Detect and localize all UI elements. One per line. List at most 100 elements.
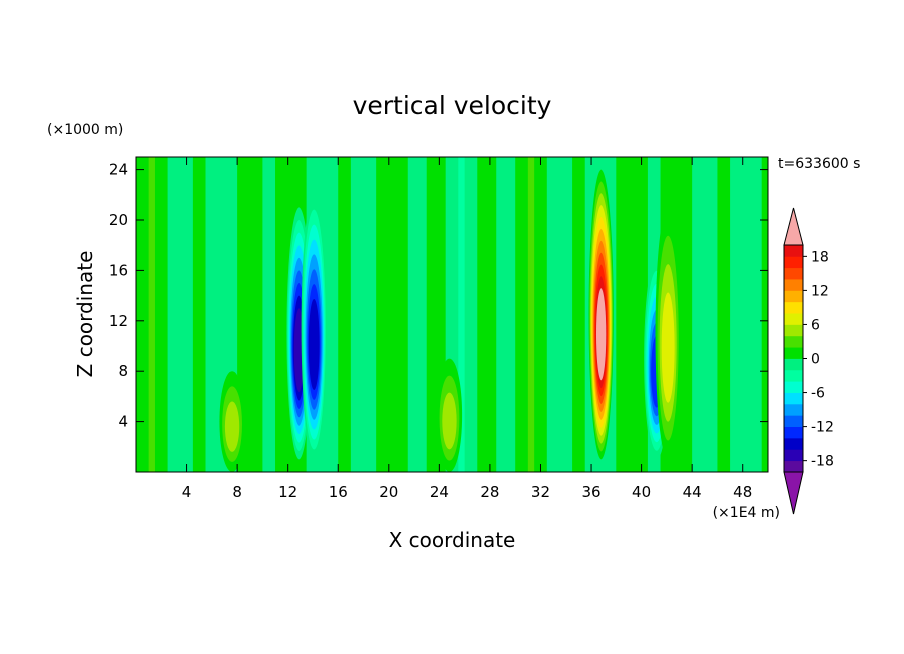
- field-band: [622, 157, 630, 472]
- field-band: [420, 157, 428, 472]
- colorbar-swatch: [784, 256, 803, 269]
- x-unit-label: (×1E4 m): [713, 505, 780, 521]
- y-axis-label: Z coordinate: [73, 251, 97, 378]
- colorbar-label: 0: [811, 352, 820, 368]
- field-band: [205, 157, 213, 472]
- field-band: [439, 157, 447, 472]
- field-band: [186, 157, 194, 472]
- x-tick-label: 44: [683, 483, 702, 501]
- x-tick-label: 4: [182, 483, 192, 501]
- colorbar-swatch: [784, 267, 803, 280]
- field-band: [180, 157, 188, 472]
- field-band: [483, 157, 491, 472]
- field-band: [281, 157, 289, 472]
- field-band: [395, 157, 403, 472]
- field-band: [736, 157, 744, 472]
- colorbar-swatch: [784, 301, 803, 314]
- x-tick-label: 24: [430, 483, 449, 501]
- field-band: [679, 157, 687, 472]
- field-band: [749, 157, 756, 472]
- chart-title: vertical velocity: [353, 91, 552, 120]
- plume-contour: [595, 288, 607, 381]
- colorbar-label: -18: [811, 454, 834, 470]
- field-band: [325, 157, 333, 472]
- field-band: [211, 157, 219, 472]
- field-band: [464, 157, 472, 472]
- field-band: [534, 157, 542, 472]
- colorbar-label: -12: [811, 420, 834, 436]
- field-band: [338, 157, 346, 472]
- field-band: [161, 157, 169, 472]
- field-band: [350, 157, 358, 472]
- field-band: [401, 157, 409, 472]
- field-band: [578, 157, 586, 472]
- field-band: [540, 157, 548, 472]
- field-band: [357, 157, 365, 472]
- field-band: [546, 157, 554, 472]
- field-band: [685, 157, 693, 472]
- field-band: [275, 157, 282, 472]
- plume-contour: [224, 401, 240, 452]
- field-band: [148, 157, 156, 472]
- field-band: [363, 157, 371, 472]
- x-tick-label: 8: [232, 483, 242, 501]
- field-band: [268, 157, 276, 472]
- colorbar-swatch: [784, 460, 803, 473]
- field-band: [730, 157, 737, 472]
- colorbar-swatch: [784, 403, 803, 416]
- colorbar-label: 18: [811, 249, 829, 265]
- x-tick-label: 40: [632, 483, 651, 501]
- field-band: [565, 157, 573, 472]
- field-band: [230, 157, 238, 472]
- field-band: [154, 157, 162, 472]
- field-band: [628, 157, 636, 472]
- y-tick-label: 20: [109, 211, 128, 229]
- field-band: [382, 157, 390, 472]
- field-band: [445, 157, 453, 472]
- field-band: [755, 157, 763, 472]
- y-unit-label: (×1000 m): [47, 122, 123, 138]
- field-band: [641, 157, 649, 472]
- field-band: [414, 157, 421, 472]
- y-tick-label: 12: [109, 312, 128, 330]
- field-band: [521, 157, 529, 472]
- field-band: [262, 157, 270, 472]
- colorbar-swatch: [784, 449, 803, 462]
- field-band: [407, 157, 415, 472]
- field-band: [496, 157, 504, 472]
- field-band: [477, 157, 485, 472]
- colorbar-label: -6: [811, 386, 825, 402]
- field-band: [256, 157, 263, 472]
- field-band: [489, 157, 497, 472]
- plume-contour: [308, 298, 320, 390]
- field-band: [711, 157, 719, 472]
- field-band: [344, 157, 352, 472]
- field-band: [243, 157, 251, 472]
- field-band: [173, 157, 181, 472]
- field-band: [616, 157, 624, 472]
- y-tick-label: 4: [118, 413, 128, 431]
- field-band: [572, 157, 579, 472]
- field-band: [470, 157, 478, 472]
- x-tick-label: 12: [278, 483, 297, 501]
- x-tick-label: 16: [329, 483, 348, 501]
- field-band: [761, 157, 768, 472]
- colorbar-swatch: [784, 369, 803, 382]
- colorbar-swatch: [784, 324, 803, 337]
- colorbar-swatch: [784, 381, 803, 393]
- field-band: [167, 157, 175, 472]
- field-band: [331, 157, 339, 472]
- field-band: [376, 157, 384, 472]
- field-band: [452, 157, 459, 472]
- field-band: [692, 157, 700, 472]
- x-tick-label: 36: [581, 483, 600, 501]
- y-axis-ticks: 4 8 12 16 20 24: [109, 161, 768, 431]
- x-axis-label: X coordinate: [389, 528, 516, 552]
- field-band: [218, 157, 226, 472]
- field-band: [433, 157, 440, 472]
- field-band: [584, 157, 592, 472]
- colorbar-swatch: [784, 335, 803, 348]
- field-band: [704, 157, 712, 472]
- colorbar-swatch: [784, 347, 803, 359]
- colorbar-swatch: [784, 290, 803, 303]
